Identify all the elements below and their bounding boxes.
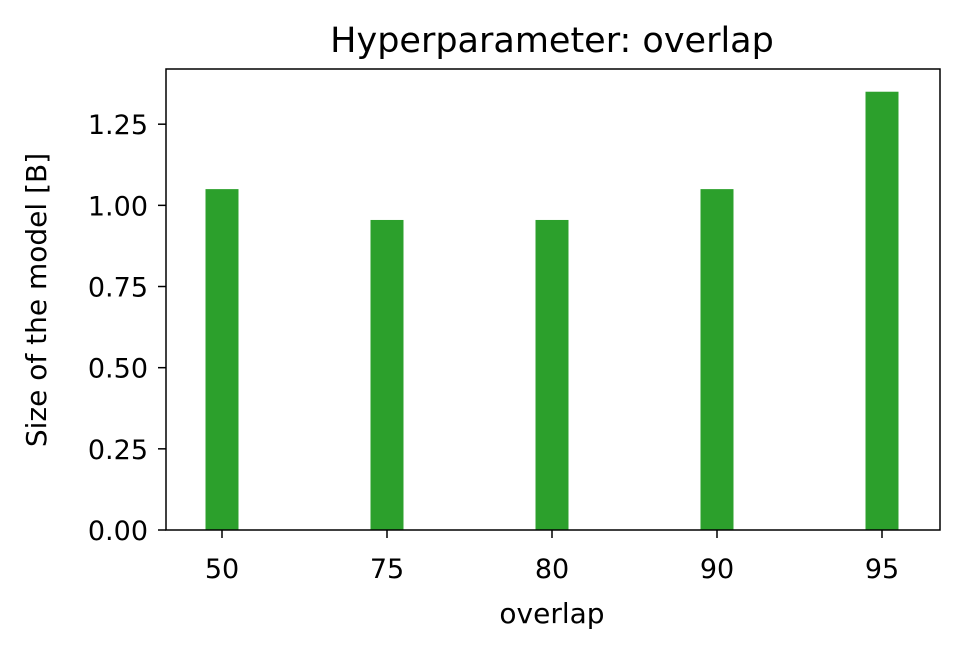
x-tick-label: 80: [535, 554, 569, 585]
bar-50: [205, 189, 239, 530]
bar-75: [370, 219, 404, 530]
y-tick-label: 0.00: [88, 516, 148, 547]
bar-80: [535, 219, 569, 530]
x-tick-label: 75: [370, 554, 404, 585]
bars: [205, 91, 899, 531]
y-axis-label: Size of the model [B]: [20, 153, 53, 447]
x-tick-label: 95: [865, 554, 899, 585]
y-tick-label: 1.00: [88, 191, 148, 222]
chart-title: Hyperparameter: overlap: [330, 21, 774, 61]
x-tick-label: 50: [205, 554, 239, 585]
plot-frame: [165, 68, 941, 531]
x-axis-label: overlap: [499, 597, 604, 630]
x-axis-ticks: 50 75 80 90 95: [205, 530, 899, 585]
y-tick-label: 0.75: [88, 273, 148, 304]
x-tick-label: 90: [700, 554, 734, 585]
y-tick-label: 0.25: [88, 435, 148, 466]
y-tick-label: 1.25: [88, 110, 148, 141]
bar-95: [865, 91, 899, 531]
y-tick-label: 0.50: [88, 354, 148, 385]
y-axis-ticks: 0.00 0.25 0.50 0.75 1.00 1.25: [88, 110, 166, 547]
bar-90: [700, 189, 734, 530]
